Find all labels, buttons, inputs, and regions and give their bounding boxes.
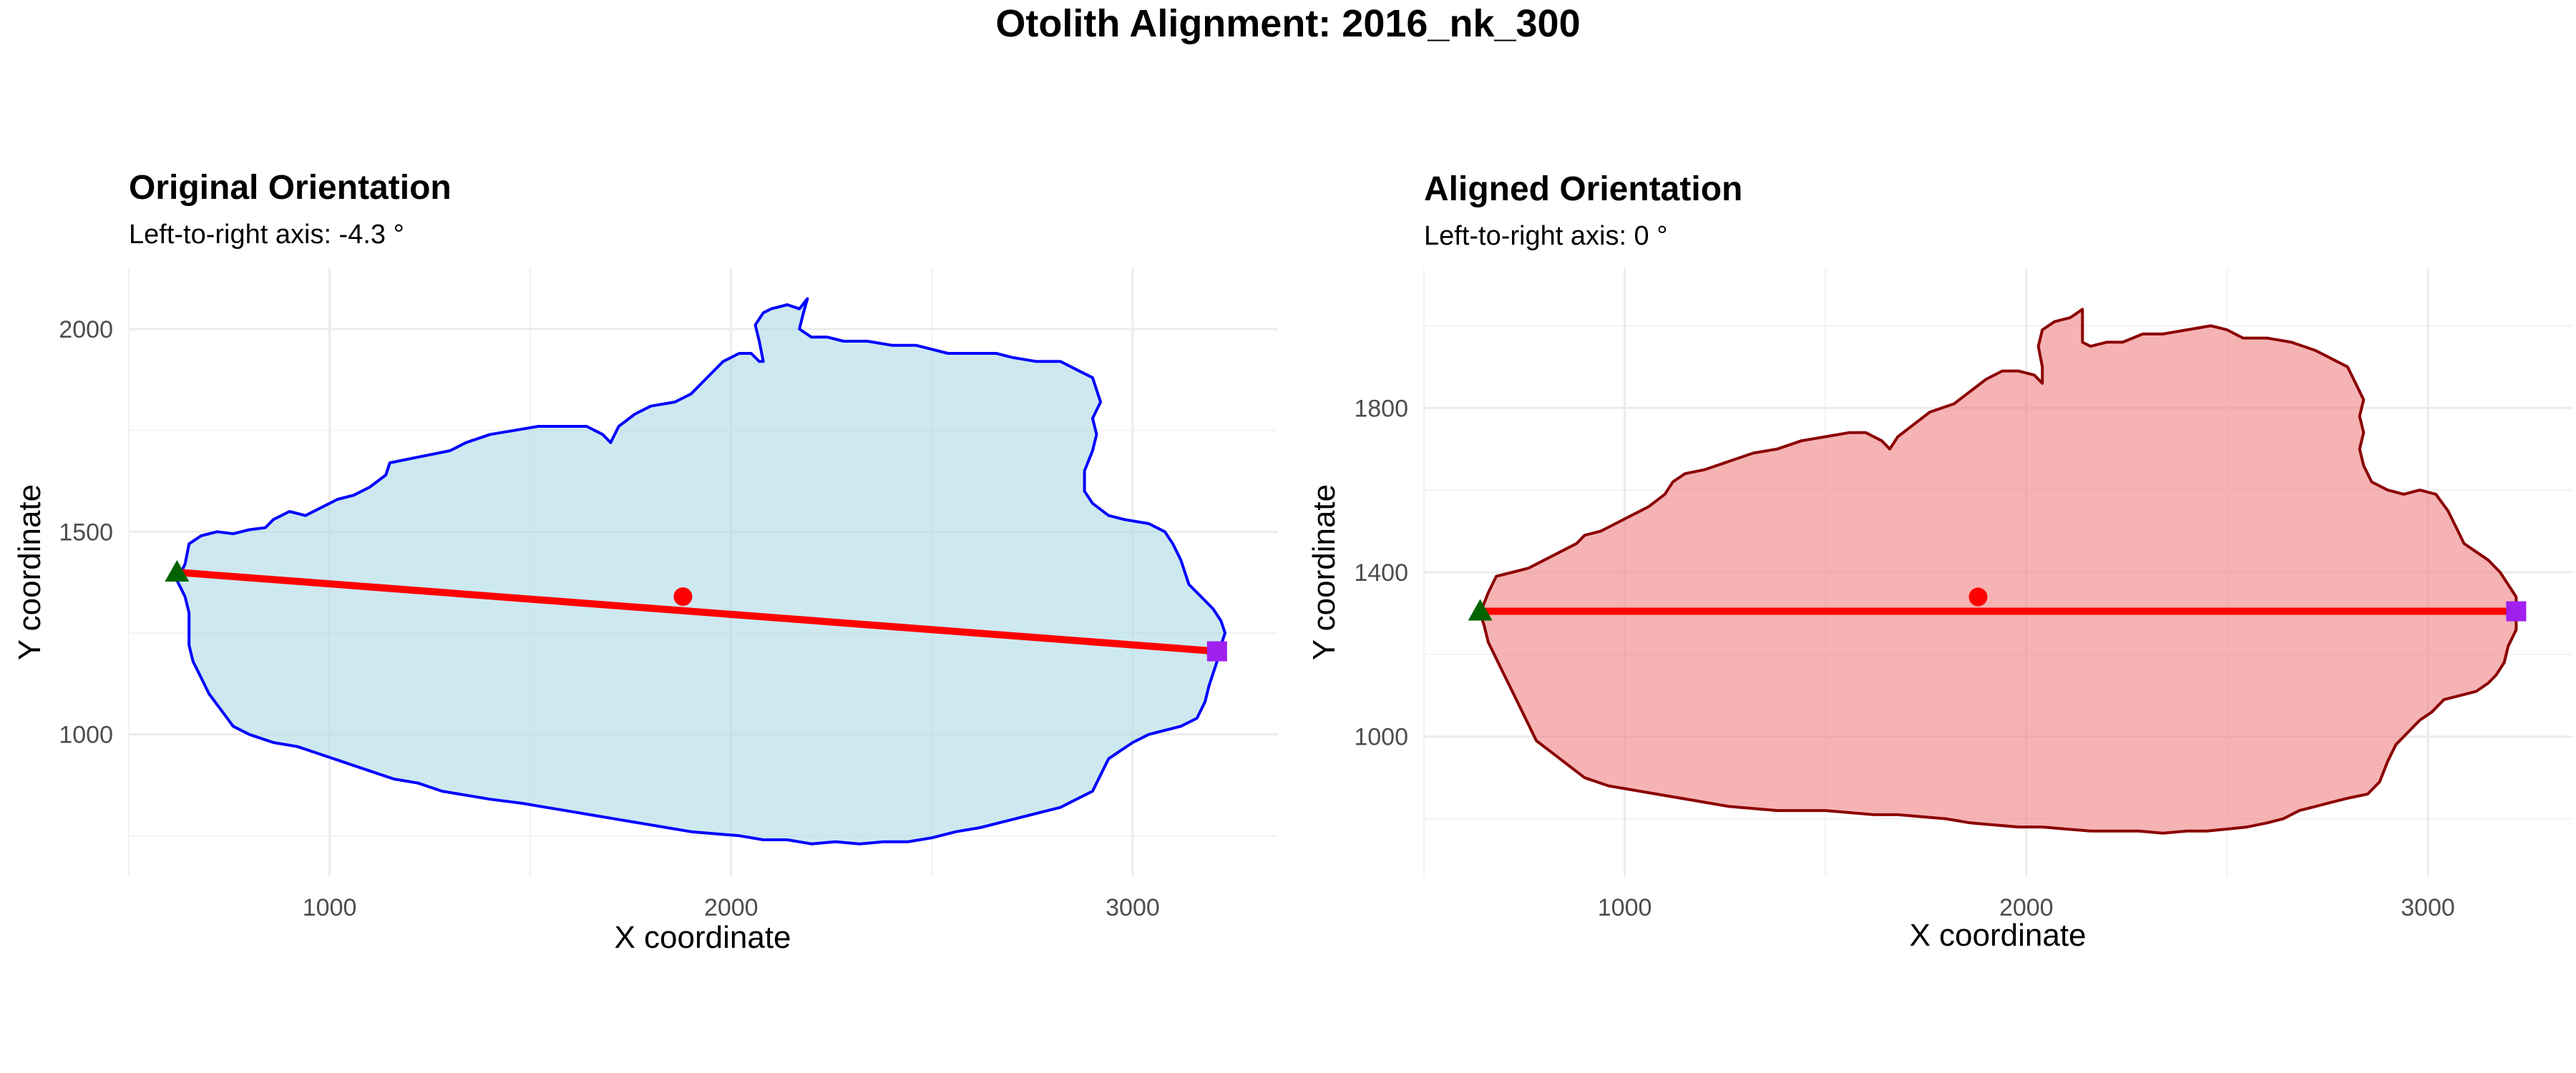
markers xyxy=(165,560,1227,662)
centroid-point xyxy=(1968,587,1988,607)
y-tick-label: 1800 xyxy=(1354,395,1408,422)
left-right-axis-line xyxy=(176,569,1218,655)
otolith-outline xyxy=(175,297,1226,846)
right-end-square xyxy=(1206,641,1227,662)
y-tick-label: 1500 xyxy=(59,519,113,546)
otolith-shape xyxy=(1478,308,2518,835)
panel-title: Aligned Orientation xyxy=(1424,170,1742,208)
panel-subtitle: Left-to-right axis: 0 ° xyxy=(1424,221,1667,251)
x-tick-label: 1000 xyxy=(1598,894,1652,921)
otolith-outline xyxy=(1478,308,2518,835)
figure-title: Otolith Alignment: 2016_nk_300 xyxy=(995,2,1581,45)
y-tick-label: 1000 xyxy=(1354,724,1408,751)
y-tick-labels: 1000 1400 1800 xyxy=(1354,395,1408,750)
x-tick-label: 2000 xyxy=(1999,894,2054,921)
y-tick-label: 1000 xyxy=(59,722,113,749)
y-tick-label: 2000 xyxy=(59,316,113,343)
x-tick-label: 3000 xyxy=(1106,894,1160,921)
x-tick-labels: 1000 2000 3000 xyxy=(303,894,1160,921)
left-end-triangle xyxy=(165,560,190,582)
panel-original: Original Orientation Left-to-right axis:… xyxy=(12,169,1277,955)
right-end-square xyxy=(2506,601,2527,622)
y-tick-label: 1400 xyxy=(1354,559,1408,587)
otolith-shape xyxy=(175,297,1226,846)
markers xyxy=(1468,587,2527,622)
panel-subtitle: Left-to-right axis: -4.3 ° xyxy=(129,220,404,250)
x-tick-label: 3000 xyxy=(2401,894,2455,921)
x-axis-label: X coordinate xyxy=(1909,918,2086,953)
panel-aligned: Aligned Orientation Left-to-right axis: … xyxy=(1307,170,2572,953)
x-tick-label: 1000 xyxy=(303,894,357,921)
y-axis-label: Y coordinate xyxy=(1307,484,1342,660)
centroid-point xyxy=(673,587,693,606)
y-tick-labels: 1000 1500 2000 xyxy=(59,316,113,749)
x-tick-label: 2000 xyxy=(704,894,758,921)
panel-title: Original Orientation xyxy=(129,169,452,207)
x-tick-labels: 1000 2000 3000 xyxy=(1598,894,2455,921)
y-axis-label: Y coordinate xyxy=(12,484,47,660)
x-axis-label: X coordinate xyxy=(614,920,791,955)
left-end-triangle xyxy=(1468,599,1493,621)
